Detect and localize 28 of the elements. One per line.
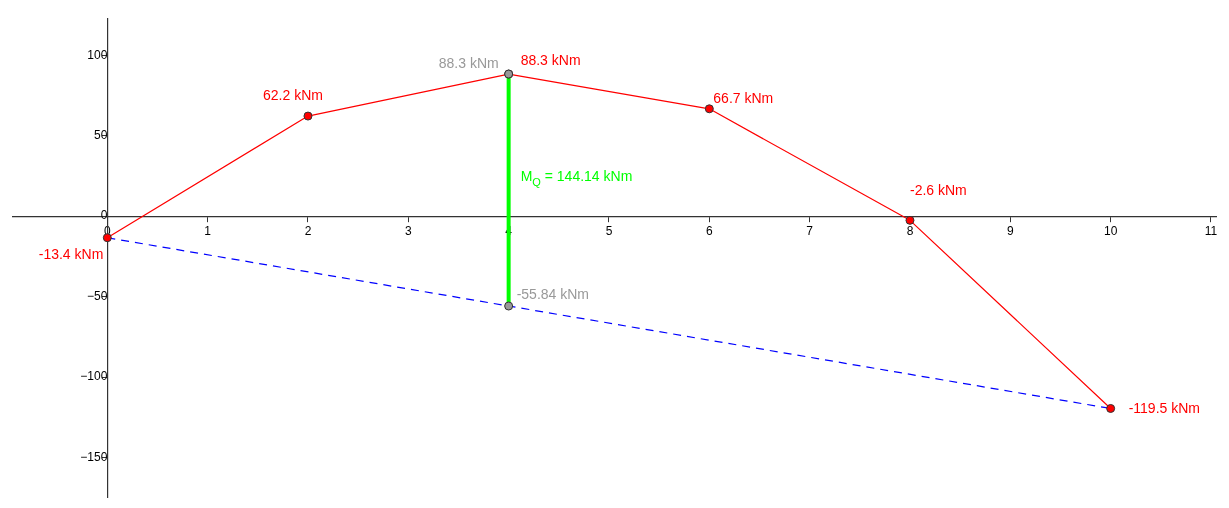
- x-tick-label: 6: [705, 223, 713, 238]
- x-tick-label: 10: [1103, 223, 1118, 238]
- data-label: 88.3 kNm: [520, 52, 581, 69]
- point: [303, 111, 313, 121]
- y-tick-label: −50: [86, 288, 108, 303]
- x-tick-label: 3: [404, 223, 412, 238]
- x-tick-label: 1: [204, 223, 212, 238]
- data-label: -119.5 kNm: [1128, 400, 1200, 417]
- y-tick-label: −100: [80, 369, 108, 384]
- data-label: 62.2 kNm: [263, 87, 323, 104]
- x-tick-label: 9: [1006, 223, 1014, 238]
- data-label: -55.84 kNm: [516, 286, 590, 303]
- x-tick-label: 11: [1204, 223, 1218, 238]
- x-tick-label: 5: [605, 223, 613, 238]
- point: [1106, 403, 1116, 413]
- x-tick-label: 7: [806, 223, 814, 238]
- data-label: -13.4 kNm: [38, 245, 104, 262]
- y-tick-label: 50: [93, 128, 108, 142]
- x-tick-label: 8: [906, 223, 914, 238]
- data-label: 88.3 kNm: [438, 55, 499, 72]
- point: [504, 301, 514, 311]
- data-label: 66.7 kNm: [713, 89, 774, 106]
- point: [905, 215, 915, 225]
- x-tick-label: 2: [304, 223, 312, 238]
- point: [704, 104, 714, 114]
- data-label: -2.6 kNm: [909, 182, 967, 199]
- y-tick-label: −150: [80, 449, 108, 464]
- y-tick-label: 100: [87, 47, 108, 62]
